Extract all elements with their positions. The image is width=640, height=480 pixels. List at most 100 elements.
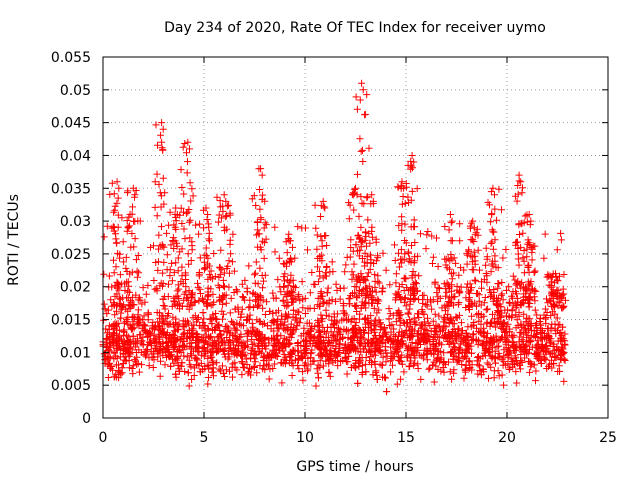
data-point <box>429 296 437 304</box>
data-point <box>342 261 350 269</box>
data-point <box>219 362 226 370</box>
data-point <box>316 322 323 330</box>
data-point <box>131 218 139 225</box>
data-point <box>517 301 525 308</box>
data-point <box>511 192 519 200</box>
data-point <box>155 180 163 188</box>
data-point <box>207 267 215 275</box>
data-point <box>341 268 349 276</box>
data-point <box>408 272 416 280</box>
data-point <box>409 284 417 292</box>
data-point <box>273 332 281 340</box>
data-point <box>260 224 268 232</box>
data-point <box>537 329 545 336</box>
data-point <box>476 266 483 274</box>
data-point <box>167 333 175 341</box>
data-point <box>107 296 115 304</box>
data-point <box>166 272 174 280</box>
data-point <box>404 310 412 318</box>
data-point <box>150 242 157 250</box>
data-point <box>340 284 348 292</box>
data-point <box>468 349 475 357</box>
data-point <box>519 254 527 262</box>
data-point <box>213 193 221 201</box>
data-point <box>366 265 374 273</box>
data-point <box>186 342 194 350</box>
data-point <box>172 225 180 233</box>
data-point <box>485 361 493 369</box>
data-point <box>396 354 404 362</box>
y-tick-label: 0.005 <box>51 378 91 394</box>
data-point <box>353 301 361 309</box>
data-point <box>125 338 133 346</box>
data-point <box>400 368 408 376</box>
data-point <box>138 337 146 345</box>
data-point <box>431 343 439 351</box>
data-point <box>443 264 451 272</box>
data-point <box>450 352 458 360</box>
data-point <box>139 341 147 349</box>
data-point <box>158 324 166 332</box>
data-point <box>176 248 184 256</box>
data-point <box>395 314 403 322</box>
data-point <box>445 294 453 302</box>
data-point <box>334 362 342 370</box>
data-point <box>234 342 242 350</box>
data-point <box>353 308 361 315</box>
data-point <box>180 322 188 330</box>
data-point <box>512 354 520 362</box>
data-point <box>401 237 409 244</box>
data-point <box>404 193 412 201</box>
data-point <box>262 235 270 243</box>
data-point <box>123 268 131 275</box>
data-point <box>448 217 456 225</box>
data-point <box>114 211 122 219</box>
data-point <box>174 267 182 275</box>
data-point <box>312 224 320 232</box>
data-point <box>238 305 246 313</box>
data-point <box>370 304 378 312</box>
data-point <box>315 278 323 286</box>
data-point <box>395 263 403 271</box>
data-point <box>301 310 309 317</box>
data-point <box>413 287 421 295</box>
data-point <box>325 369 333 377</box>
data-point <box>391 257 399 264</box>
data-point <box>465 288 472 296</box>
data-point <box>166 353 174 361</box>
data-point <box>495 308 503 315</box>
data-point <box>261 311 269 318</box>
data-point <box>173 356 181 364</box>
data-point <box>140 322 148 330</box>
data-point <box>470 238 478 245</box>
y-tick-label: 0.055 <box>51 50 91 66</box>
data-point <box>405 323 413 331</box>
data-point <box>491 252 499 260</box>
data-point <box>456 220 464 228</box>
data-point <box>281 360 289 368</box>
data-point <box>515 171 523 179</box>
data-point <box>122 253 130 261</box>
data-point <box>165 280 172 288</box>
data-point <box>542 315 549 323</box>
data-point <box>541 230 549 238</box>
data-point <box>156 189 164 197</box>
y-tick-label: 0.015 <box>51 313 91 329</box>
data-point <box>106 354 114 362</box>
data-point <box>407 351 415 359</box>
data-point <box>470 248 478 256</box>
data-point <box>472 229 480 237</box>
data-point <box>455 271 463 279</box>
data-point <box>473 324 480 332</box>
data-point <box>319 197 327 205</box>
data-point <box>359 302 367 309</box>
y-tick-label: 0.04 <box>60 148 91 164</box>
data-point <box>270 327 278 335</box>
data-point <box>166 266 174 274</box>
data-point <box>276 283 284 291</box>
data-point <box>382 328 389 336</box>
data-point <box>126 301 134 309</box>
data-point <box>410 317 418 325</box>
data-point <box>482 347 490 355</box>
data-point <box>137 349 145 356</box>
